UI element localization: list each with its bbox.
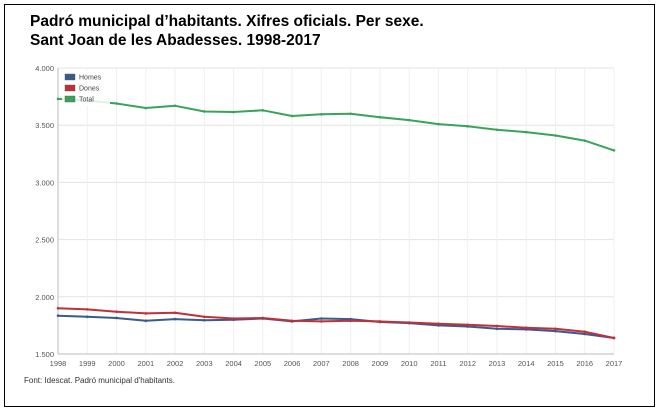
legend: Homes Dones Total [62,70,110,106]
title-line-2: Sant Joan de les Abadesses. 1998-2017 [30,32,321,49]
data-point-dones [495,324,499,328]
data-point-total [495,128,499,132]
legend-label-dones: Dones [79,86,100,93]
data-point-dones [115,310,118,313]
series-lines [56,97,616,340]
x-tick-label: 2012 [459,359,476,368]
x-tick-label: 2016 [576,359,593,368]
data-point-total [173,104,177,108]
data-point-homes [173,317,177,321]
y-tick-label: 2.500 [35,236,54,245]
data-point-total [320,113,323,116]
x-tick-label: 2004 [225,359,242,368]
data-point-total [612,149,616,152]
data-point-dones [612,336,616,340]
data-point-dones [407,321,411,324]
y-tick-label: 1.500 [35,350,54,359]
x-tick-label: 2003 [196,359,213,368]
legend-swatch-homes [64,73,76,81]
x-tick-label: 2006 [284,359,301,368]
data-point-homes [85,315,89,319]
data-point-homes [554,329,557,333]
y-tick-label: 2.000 [35,293,54,302]
data-point-total [56,97,60,101]
series-line-total [57,97,615,152]
data-point-dones [85,308,89,311]
x-tick-label: 2005 [254,359,271,368]
legend-swatch-dones [64,84,76,92]
series-line-dones [57,307,615,339]
y-tick-label: 3.500 [35,121,54,130]
data-point-total [378,115,382,119]
series-line-homes [57,314,615,339]
legend-label-total: Total [79,97,94,104]
data-point-total [290,114,294,118]
y-axis: 1.500 2.000 2.500 3.000 3.500 4.000 [35,64,59,359]
x-axis: 1998 1999 2000 2001 2002 2003 2004 2005 2006 2007… [50,353,623,368]
data-point-dones [173,311,177,315]
data-point-total [407,118,411,122]
x-tick-label: 2000 [108,359,125,368]
data-point-dones [583,330,587,333]
data-point-homes [320,317,323,320]
source-note: Font: Idescat. Padró municipal d'habitan… [24,376,175,385]
data-point-homes [203,318,206,322]
x-tick-label: 2002 [167,359,184,368]
data-point-dones [203,315,206,319]
x-tick-label: 2017 [606,359,623,368]
x-tick-label: 2014 [518,359,535,368]
data-point-dones [261,316,265,320]
data-point-homes [115,316,118,320]
data-point-total [232,110,235,114]
y-tick-label: 4.000 [35,64,54,73]
x-tick-label: 1999 [79,359,96,368]
data-point-dones [378,320,382,323]
data-point-total [524,130,528,134]
x-tick-label: 2009 [372,359,389,368]
data-point-total [203,110,206,113]
x-tick-label: 2013 [489,359,506,368]
data-point-dones [232,317,235,320]
data-point-dones [320,320,323,323]
data-point-total [466,125,469,128]
data-point-total [554,134,557,137]
data-point-homes [56,314,60,317]
x-tick-label: 1998 [50,359,67,368]
data-point-total [349,112,352,116]
chart-title: Padró municipal d’habitants. Xifres ofic… [30,12,424,50]
data-point-homes [583,332,587,336]
data-point-total [437,122,440,126]
x-tick-label: 2007 [313,359,330,368]
data-point-total [115,102,118,105]
data-point-dones [56,306,60,310]
data-point-dones [466,323,469,327]
x-tick-label: 2010 [401,359,418,368]
plot-background [24,56,636,386]
data-point-dones [349,319,352,323]
x-tick-label: 2015 [547,359,564,368]
data-point-total [261,109,265,112]
x-tick-label: 2008 [342,359,359,368]
x-tick-label: 2011 [430,359,446,368]
data-point-homes [495,327,499,331]
legend-swatch-total [64,95,76,103]
data-point-dones [290,319,294,323]
legend-label-homes: Homes [79,75,102,82]
data-point-dones [437,322,440,325]
data-point-homes [144,319,148,323]
data-point-total [583,139,587,142]
data-point-dones [144,312,148,315]
y-tick-label: 3.000 [35,178,54,187]
data-point-total [144,106,148,110]
data-point-dones [554,327,557,331]
data-point-dones [524,326,528,329]
title-line-1: Padró municipal d’habitants. Xifres ofic… [30,13,424,30]
x-tick-label: 2001 [137,359,154,368]
